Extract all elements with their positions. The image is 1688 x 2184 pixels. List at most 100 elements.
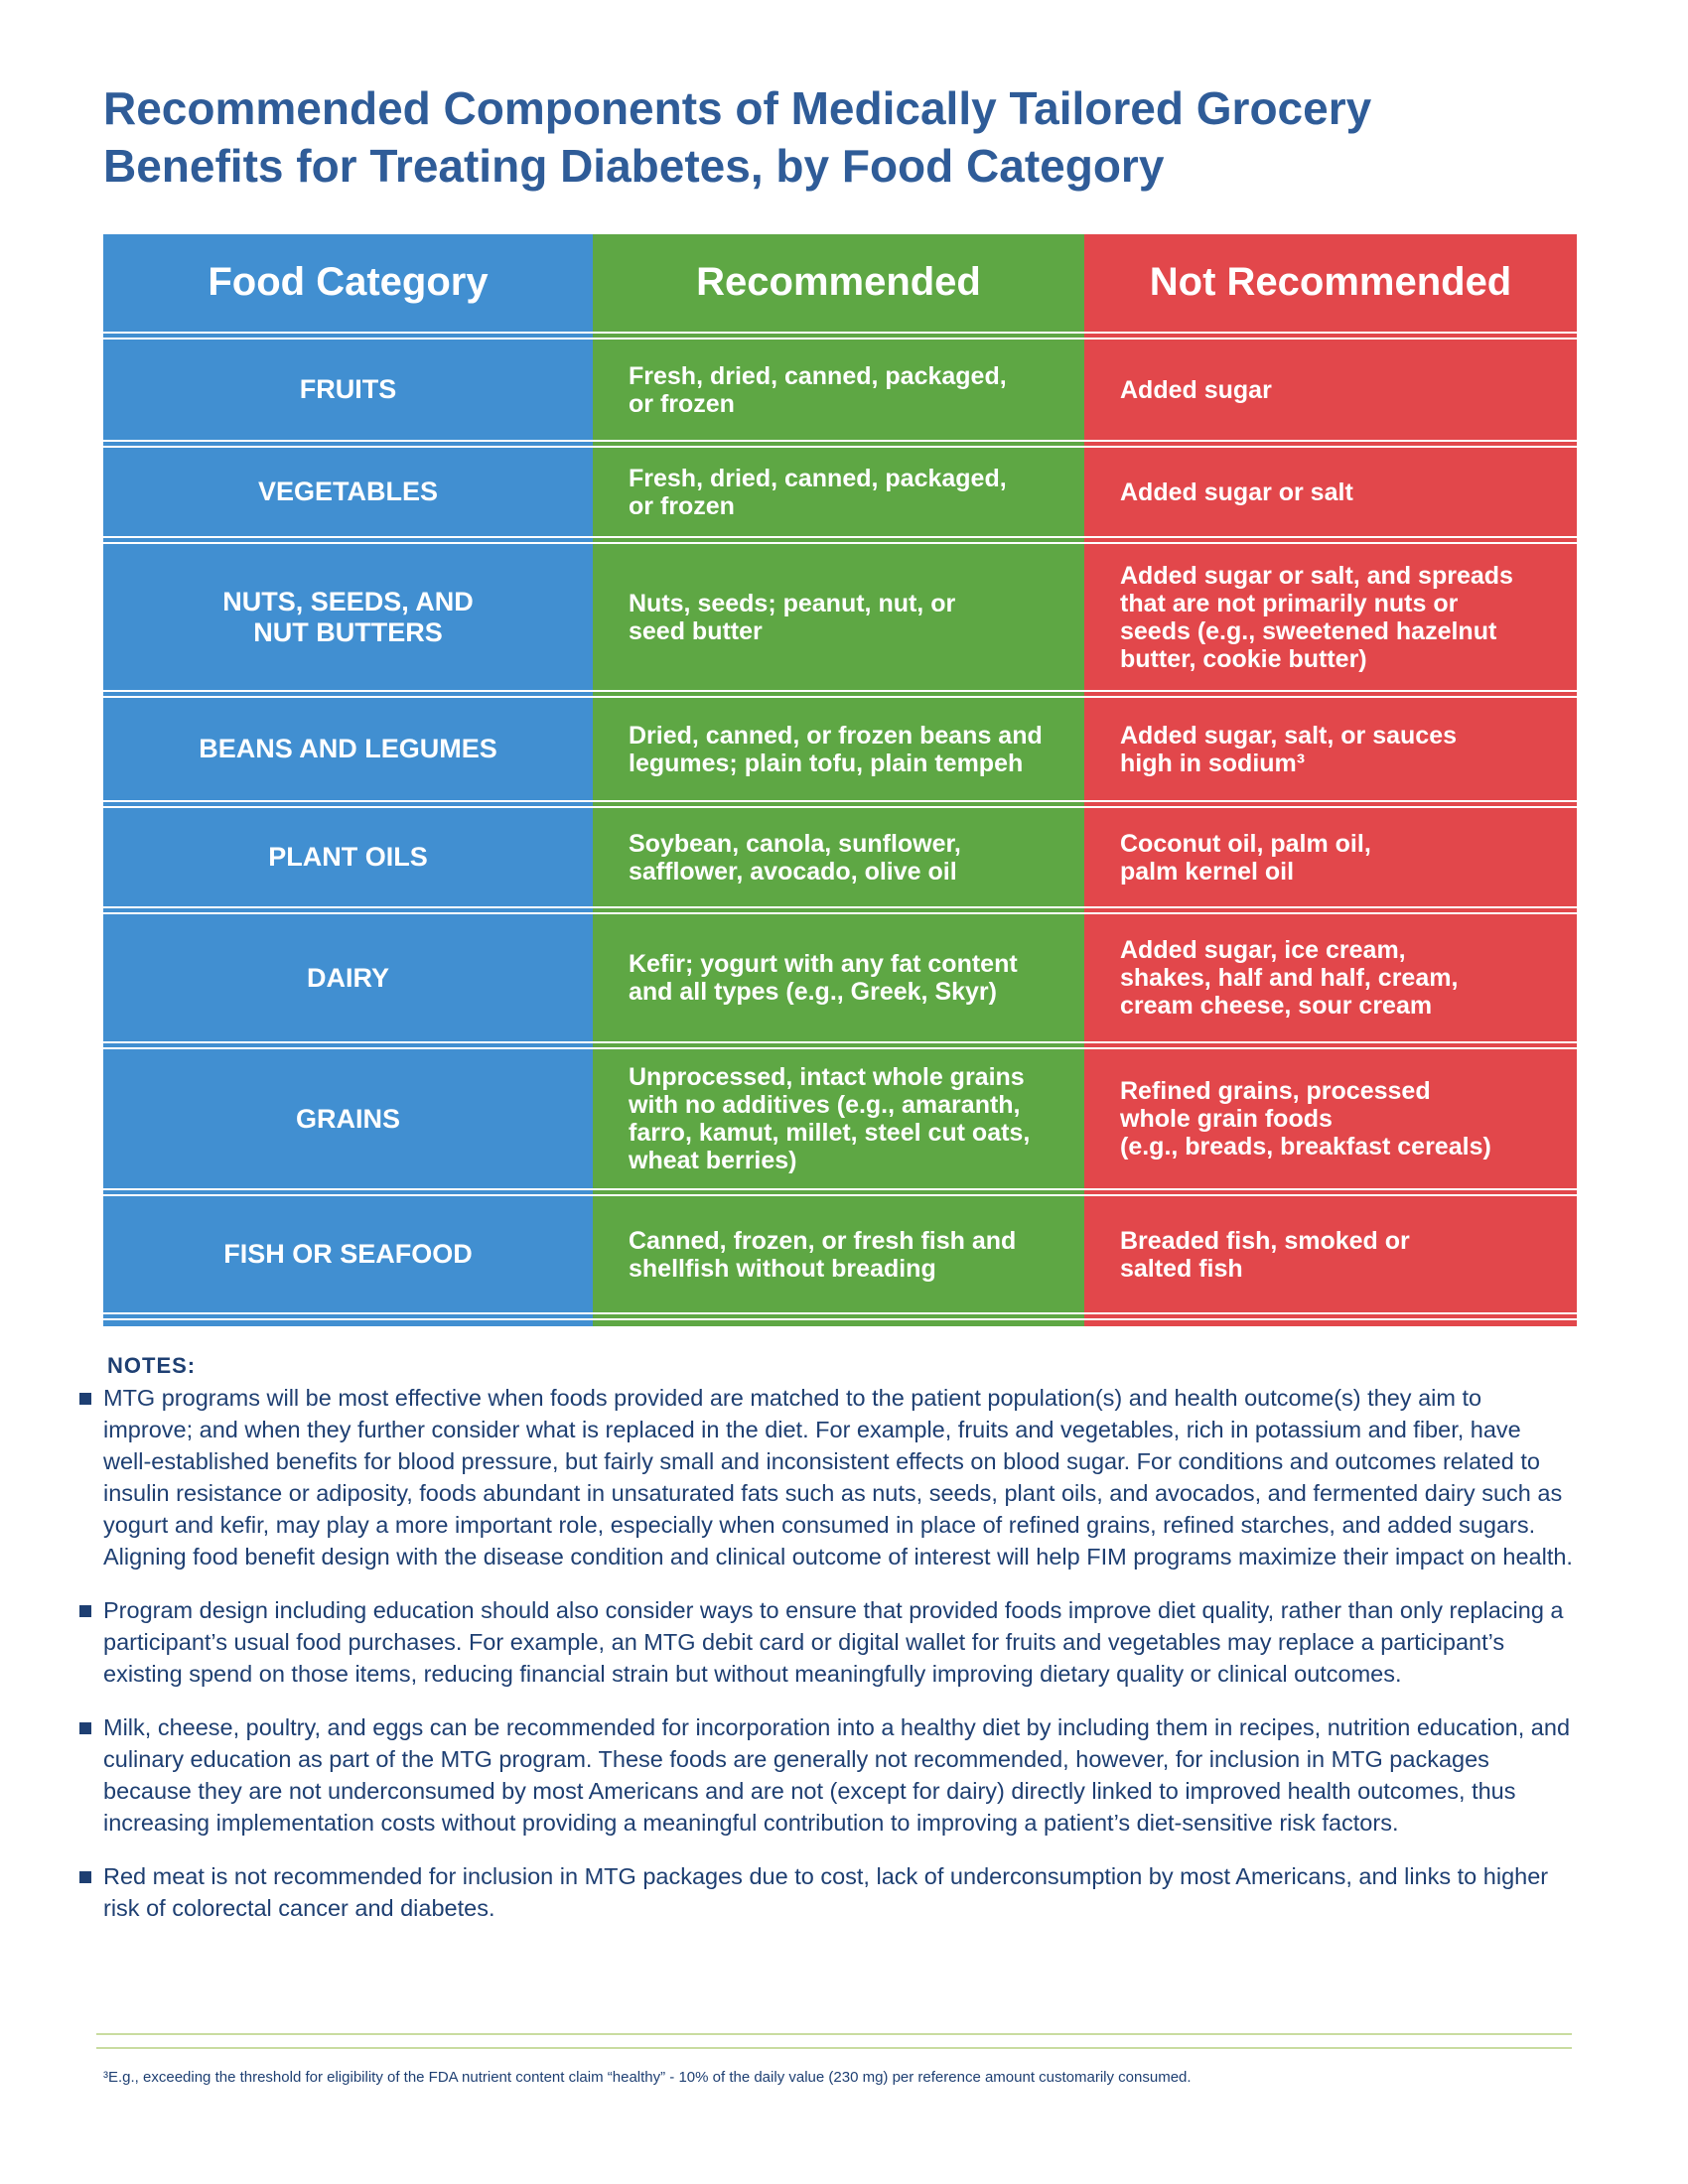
separator (103, 542, 1577, 544)
separator (103, 906, 1577, 908)
table-cell: Refined grains, processed whole grain foo… (1120, 1049, 1567, 1188)
cell-line: salted fish (1120, 1254, 1243, 1283)
rule (96, 2047, 1572, 2049)
category-cell: FRUITS (103, 340, 593, 440)
separator (103, 1194, 1577, 1196)
cell-line: PLANT OILS (268, 842, 428, 872)
separator (103, 912, 1577, 914)
separator (103, 1041, 1577, 1043)
cell-line: Refined grains, processed (1120, 1077, 1431, 1105)
column-bg (593, 234, 1084, 1326)
table-cell: Unprocessed, intact whole grains with no … (629, 1049, 1074, 1188)
separator (103, 1312, 1577, 1314)
separator (103, 1047, 1577, 1049)
footnote: ³E.g., exceeding the threshold for eligi… (103, 2069, 1192, 2086)
cell-line: or frozen (629, 491, 735, 520)
column-bg (1084, 234, 1577, 1326)
table-cell: Canned, frozen, or fresh fish and shellfi… (629, 1196, 1074, 1312)
separator (103, 696, 1577, 698)
notes: NOTES: MTG programs will be most effectiv… (79, 1350, 1573, 1946)
table-cell: Added sugar or salt (1120, 448, 1567, 536)
cell-line: high in sodium³ (1120, 749, 1306, 777)
separator (103, 536, 1577, 538)
cell-line: Breaded fish, smoked or (1120, 1226, 1410, 1255)
cell-line: Coconut oil, palm oil, (1120, 829, 1371, 858)
note-item: Program design including education shoul… (79, 1594, 1573, 1690)
notes-heading: NOTES: (107, 1353, 197, 1378)
cell-line: Canned, frozen, or fresh fish and (629, 1226, 1017, 1255)
cell-line: Added sugar or salt, and spreads (1120, 561, 1513, 590)
cell-line: FISH OR SEAFOOD (223, 1239, 473, 1269)
title-line: Recommended Components of Medically Tail… (103, 82, 1372, 134)
table-cell: Breaded fish, smoked or salted fish (1120, 1196, 1567, 1312)
cell-line: (e.g., breads, breakfast cereals) (1120, 1133, 1491, 1160)
cell-line: cream cheese, sour cream (1120, 992, 1433, 1020)
cell-line: seed butter (629, 616, 763, 645)
title-line: Benefits for Treating Diabetes, by Food … (103, 140, 1165, 192)
column-header: Recommended (696, 260, 981, 304)
note-item: Red meat is not recommended for inclusio… (79, 1860, 1573, 1924)
cell-line: Added sugar (1120, 375, 1272, 404)
cell-line: NUT BUTTERS (253, 616, 443, 647)
cell-line: Kefir; yogurt with any fat content (629, 950, 1018, 978)
cell-line: legumes; plain tofu, plain tempeh (629, 749, 1024, 777)
cell-line: whole grain foods (1120, 1105, 1333, 1133)
cell-line: that are not primarily nuts or (1120, 589, 1459, 617)
title: Recommended Components of Medically Tail… (103, 79, 1371, 195)
cell-line: GRAINS (295, 1103, 400, 1134)
column-header: Not Recommended (1149, 260, 1512, 304)
cell-line: with no additives (e.g., amaranth, (629, 1091, 1021, 1119)
cell-line: wheat berries) (629, 1147, 797, 1174)
category-cell: FISH OR SEAFOOD (103, 1196, 593, 1312)
cell-line: Added sugar, salt, or sauces (1120, 721, 1458, 750)
cell-line: Added sugar or salt (1120, 478, 1353, 506)
cell-line: Added sugar, ice cream, (1120, 936, 1406, 964)
rule (96, 2033, 1572, 2035)
cell-line: Fresh, dried, canned, packaged, (629, 464, 1007, 492)
table-cell: Added sugar (1120, 340, 1567, 440)
separator (103, 1318, 1577, 1320)
cell-line: Soybean, canola, sunflower, (629, 829, 961, 858)
table-cell: Added sugar, salt, or sauces high in sodi… (1120, 698, 1567, 800)
separator (103, 690, 1577, 692)
separator (103, 332, 1577, 334)
category-cell: GRAINS (103, 1049, 593, 1188)
cell-line: Dried, canned, or frozen beans and (629, 721, 1043, 750)
table-cell: Fresh, dried, canned, packaged, or frozen (629, 340, 1074, 440)
cell-line: shellfish without breading (629, 1254, 936, 1283)
table-cell: Dried, canned, or frozen beans and legume… (629, 698, 1074, 800)
cell-line: DAIRY (306, 962, 389, 993)
cell-line: BEANS AND LEGUMES (199, 734, 497, 763)
category-cell: PLANT OILS (103, 808, 593, 906)
cell-line: seeds (e.g., sweetened hazelnut (1120, 616, 1497, 645)
category-cell: NUTS, SEEDS, AND NUT BUTTERS (103, 544, 593, 690)
cell-line: shakes, half and half, cream, (1120, 964, 1459, 992)
separator (103, 1188, 1577, 1190)
cell-line: farro, kamut, millet, steel cut oats, (629, 1119, 1031, 1147)
cell-line: or frozen (629, 389, 735, 418)
column-header: Food Category (208, 260, 489, 304)
category-cell: DAIRY (103, 914, 593, 1041)
category-cell: BEANS AND LEGUMES (103, 698, 593, 800)
table-cell: Added sugar or salt, and spreads that are… (1120, 544, 1567, 690)
cell-line: VEGETABLES (257, 477, 439, 506)
separator (103, 446, 1577, 448)
cell-line: and all types (e.g., Greek, Skyr) (629, 978, 997, 1006)
cell-line: Fresh, dried, canned, packaged, (629, 361, 1007, 390)
table-cell: Coconut oil, palm oil, palm kernel oil (1120, 808, 1567, 906)
separator (103, 806, 1577, 808)
separator (103, 338, 1577, 340)
cell-line: Unprocessed, intact whole grains (629, 1063, 1025, 1091)
cell-line: Nuts, seeds; peanut, nut, or (629, 589, 956, 617)
table-cell: Fresh, dried, canned, packaged, or frozen (629, 448, 1074, 536)
separator (103, 800, 1577, 802)
table-cell: Kefir; yogurt with any fat content and al… (629, 914, 1074, 1041)
cell-line: palm kernel oil (1120, 857, 1295, 886)
note-item: Milk, cheese, poultry, and eggs can be r… (79, 1711, 1573, 1839)
cell-line: butter, cookie butter) (1120, 644, 1367, 673)
note-item: MTG programs will be most effective when… (79, 1382, 1573, 1572)
column-bg (103, 234, 593, 1326)
cell-line: FRUITS (299, 374, 397, 404)
table-cell: Nuts, seeds; peanut, nut, or seed butter (629, 544, 1074, 690)
